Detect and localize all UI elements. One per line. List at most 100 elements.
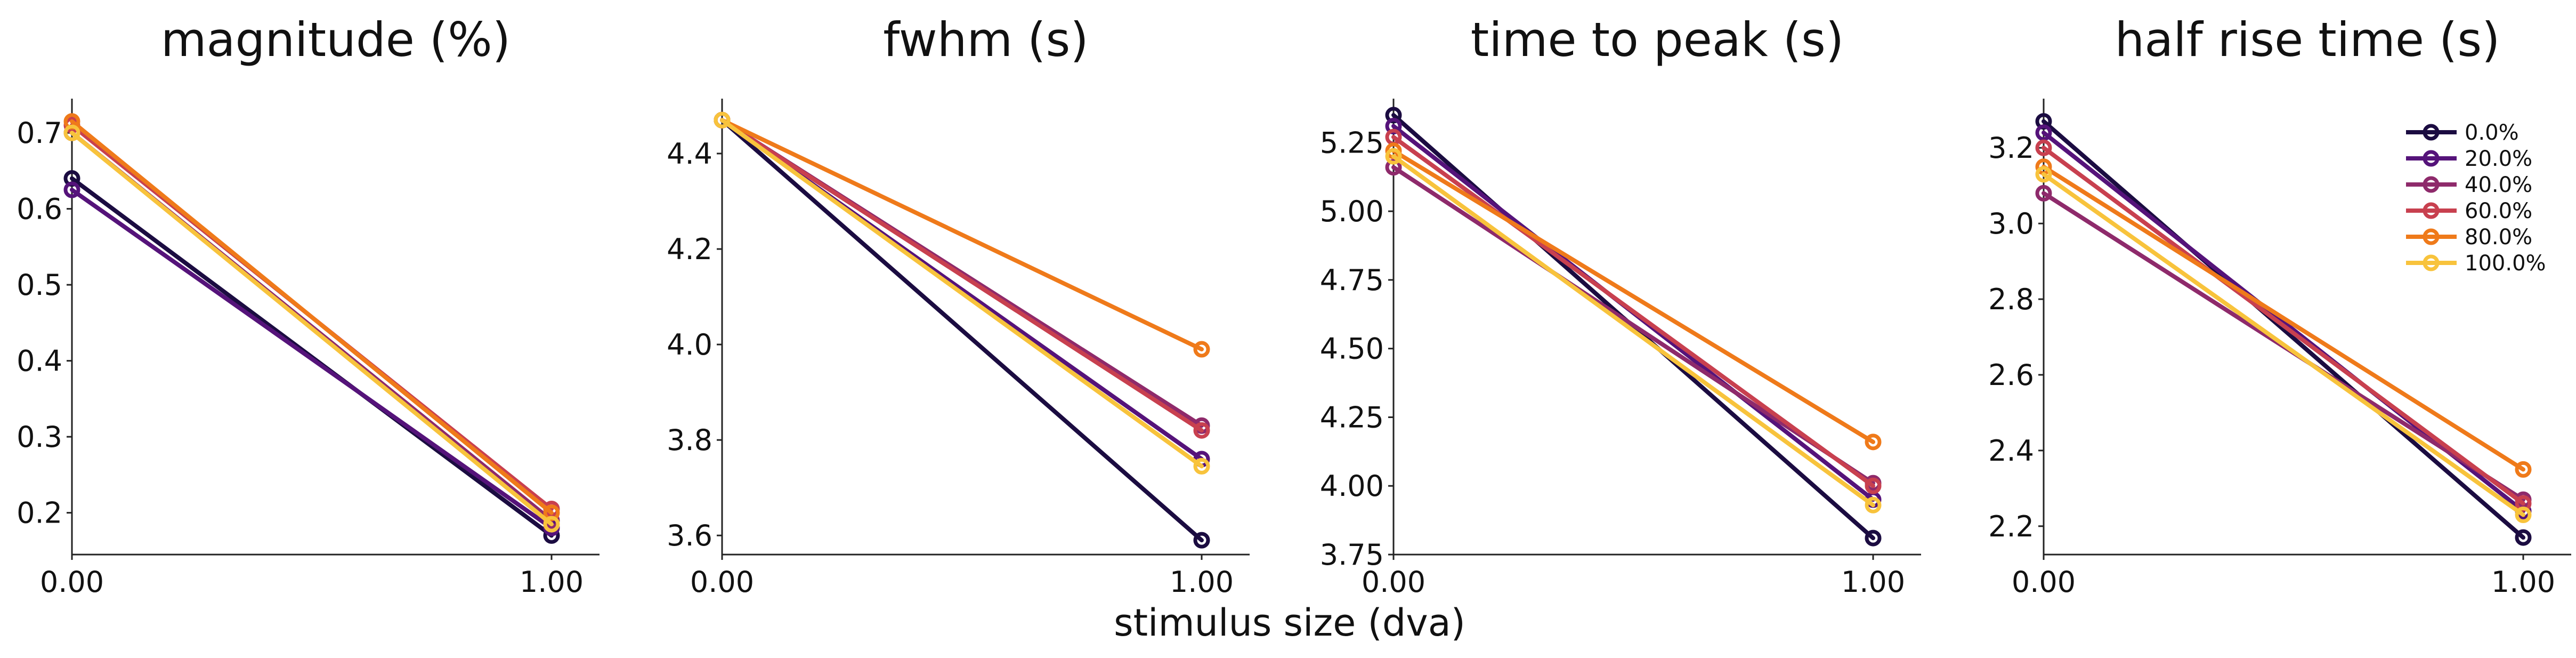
series-line [1391,154,1875,508]
legend-marker [2423,202,2440,219]
y-tick-label: 5.25 [1320,126,1384,159]
panel-1: magnitude (%) 0.2 0.3 0.4 0.5 0.6 0.7 0.00 1.00 [17,12,600,599]
series-100.0% [2035,166,2532,523]
y-tick-label: 2.4 [1988,434,2034,468]
data-point [63,181,80,198]
series-100.0% [1385,148,1882,513]
x-tick-label: 0.00 [2012,565,2076,599]
x-tick-label: 1.00 [520,565,584,599]
y-tick-label: 0.5 [17,268,62,302]
series-line [720,118,1204,543]
y-tick-label: 0.7 [17,116,62,150]
series-line [720,118,1204,469]
x-axis-label: stimulus size (dva) [1114,601,1465,645]
legend-entry: 20.0% [2406,147,2532,171]
y-tick-label: 4.0 [667,328,712,362]
y-tick-label: 4.25 [1320,400,1384,434]
series-0.0% [714,111,1210,549]
y-tick-label: 3.2 [1988,131,2034,165]
data-point [2035,124,2052,141]
series-80.0% [2035,158,2532,478]
y-tick-label: 0.2 [17,496,62,530]
x-tick-label: 1.00 [2491,565,2555,599]
panel-3: time to peak (s) 3.75 4.00 4.25 4.50 4.75 5.00… [1320,12,1921,599]
data-point [1193,458,1210,475]
legend-entry: 80.0% [2406,225,2532,250]
y-tick-label: 3.6 [667,519,712,552]
data-point [2035,166,2052,183]
x-tick-label: 0.00 [40,565,104,599]
legend-marker [2423,124,2440,141]
series-0.0% [2035,113,2532,546]
legend-entry: 100.0% [2406,251,2546,276]
x-tick-label: 1.00 [1170,565,1234,599]
x-tick-label: 0.00 [1362,565,1425,599]
y-tick-label: 4.2 [667,232,712,266]
panel-2: fwhm (s) 3.6 3.8 4.0 4.2 4.4 0.00 1.00 [667,12,1250,599]
series-line [1391,165,1875,486]
y-tick-label: 3.0 [1988,207,2034,240]
data-point [1193,422,1210,439]
series-line [70,131,554,526]
series-100.0% [714,111,1210,475]
y-tick-label: 0.6 [17,192,62,226]
legend-entry: 60.0% [2406,199,2532,223]
data-point [1865,529,1882,547]
legend: 0.0%20.0%40.0%60.0%80.0%100.0% [2406,121,2546,276]
y-tick-label: 4.75 [1320,263,1384,297]
y-tick-label: 3.8 [667,423,712,457]
legend-label: 80.0% [2465,225,2532,250]
series-line [70,188,554,531]
legend-label: 0.0% [2465,121,2519,145]
data-point [1865,477,1882,494]
data-point [2515,506,2532,523]
data-point [1865,496,1882,513]
series-line [70,119,554,515]
series-line [720,118,1204,433]
legend-marker [2423,254,2440,271]
legend-label: 20.0% [2465,147,2532,171]
series-80.0% [1385,142,1882,451]
y-tick-label: 2.2 [1988,510,2034,543]
panel-4: half rise time (s) 2.2 2.4 2.6 2.8 3.0 3.2 0.00… [1988,12,2571,599]
data-point [1385,148,1402,165]
series-60.0% [1385,129,1882,494]
panel-title: half rise time (s) [2115,12,2500,67]
y-tick-label: 0.4 [17,344,62,378]
y-tick-label: 3.75 [1320,538,1384,572]
series-40.0% [1385,159,1882,492]
legend-entry: 40.0% [2406,173,2532,197]
panel-title: magnitude (%) [161,12,511,67]
legend-marker [2423,228,2440,245]
series-line [2042,164,2525,472]
y-tick-label: 4.4 [667,137,712,171]
y-tick-label: 2.6 [1988,358,2034,392]
series-100.0% [63,124,560,533]
x-tick-label: 0.00 [690,565,754,599]
y-tick-label: 4.00 [1320,469,1384,503]
data-point [543,516,560,533]
data-point [2035,139,2052,156]
series-line [1391,148,1875,444]
series-line [1391,135,1875,488]
data-point [2035,184,2052,202]
legend-label: 60.0% [2465,199,2532,223]
series-20.0% [63,181,560,536]
data-point [1193,341,1210,358]
legend-marker [2423,150,2440,167]
series-60.0% [2035,139,2532,512]
legend-label: 40.0% [2465,173,2532,197]
legend-marker [2423,176,2440,193]
x-tick-label: 1.00 [1841,565,1905,599]
data-point [2515,461,2532,478]
series-line [2042,172,2525,517]
series-line [2042,146,2525,506]
series-80.0% [714,111,1210,358]
y-tick-label: 0.3 [17,420,62,454]
data-point [63,124,80,141]
data-point [1865,434,1882,451]
data-point [714,111,731,129]
data-point [1193,532,1210,549]
series-60.0% [714,111,1210,439]
